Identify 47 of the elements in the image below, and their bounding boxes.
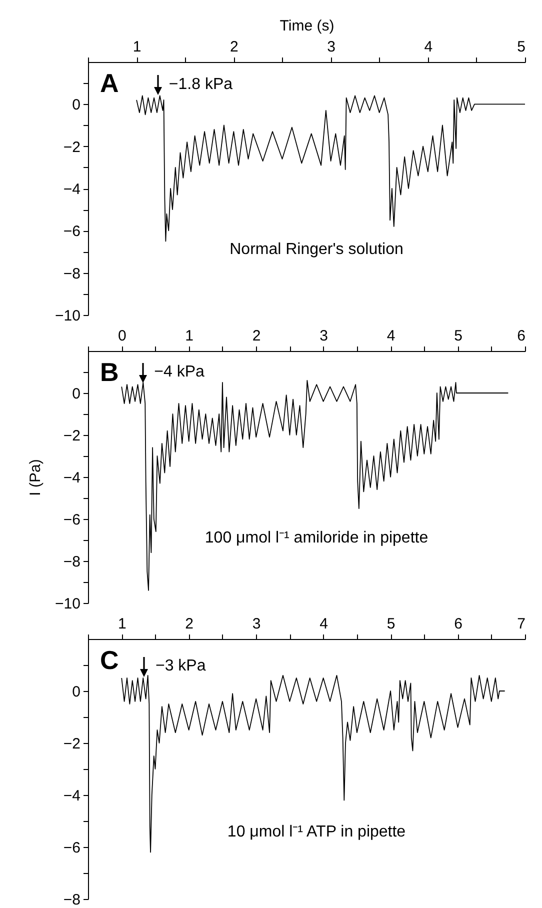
annotation: −1.8 kPa [168,76,233,94]
y-tick-label: −2 [63,428,80,444]
x-tick-label: 2 [252,328,261,344]
x-axis-title: Time (s) [280,18,334,34]
x-tick-label: 6 [454,616,462,632]
y-tick-label: −8 [63,892,80,908]
y-tick-label: −6 [63,223,80,240]
x-tick-label: 5 [517,38,526,56]
x-tick-label: 7 [517,616,526,632]
y-tick-label: 0 [72,684,80,700]
x-tick-label: 1 [132,38,142,56]
annotation: 10 μmol l⁻¹ ATP in pipette [227,823,406,840]
annotation: −4 kPa [154,364,204,380]
y-tick-label: −8 [63,554,80,570]
y-tick-label: 0 [72,96,80,114]
y-tick-label: −4 [63,788,80,804]
x-tick-label: 2 [185,616,194,632]
y-tick-label: −10 [55,596,80,612]
x-tick-label: 6 [517,328,526,344]
y-tick-label: −10 [55,308,80,324]
y-tick-label: −6 [63,512,80,528]
y-tick-label: −4 [63,470,80,486]
y-tick-label: 0 [72,386,80,402]
annotation: 100 μmol l⁻¹ amiloride in pipette [204,529,428,546]
x-tick-label: 2 [230,38,238,56]
y-tick-label: −2 [63,138,80,156]
y-tick-label: −6 [63,840,80,856]
x-tick-label: 1 [118,616,126,632]
x-tick-label: 3 [320,328,328,344]
x-tick-label: 4 [320,616,328,632]
x-tick-label: 5 [454,328,462,344]
x-tick-label: 3 [252,616,261,632]
y-tick-label: −2 [63,736,80,752]
x-tick-label: 1 [185,328,194,344]
y-tick-label: −8 [63,265,80,282]
annotation: C [100,645,119,675]
annotation: B [100,357,119,387]
x-tick-label: 4 [386,328,396,344]
annotation: A [100,68,119,98]
x-tick-label: 5 [386,616,396,632]
y-tick-label: −4 [63,181,80,198]
x-tick-label: 4 [424,38,433,56]
x-tick-label: 3 [327,38,336,56]
annotation: Normal Ringer's solution [230,241,404,258]
x-tick-label: 0 [118,328,126,344]
y-axis-title: I (Pa) [27,459,44,496]
annotation: −3 kPa [155,658,206,675]
